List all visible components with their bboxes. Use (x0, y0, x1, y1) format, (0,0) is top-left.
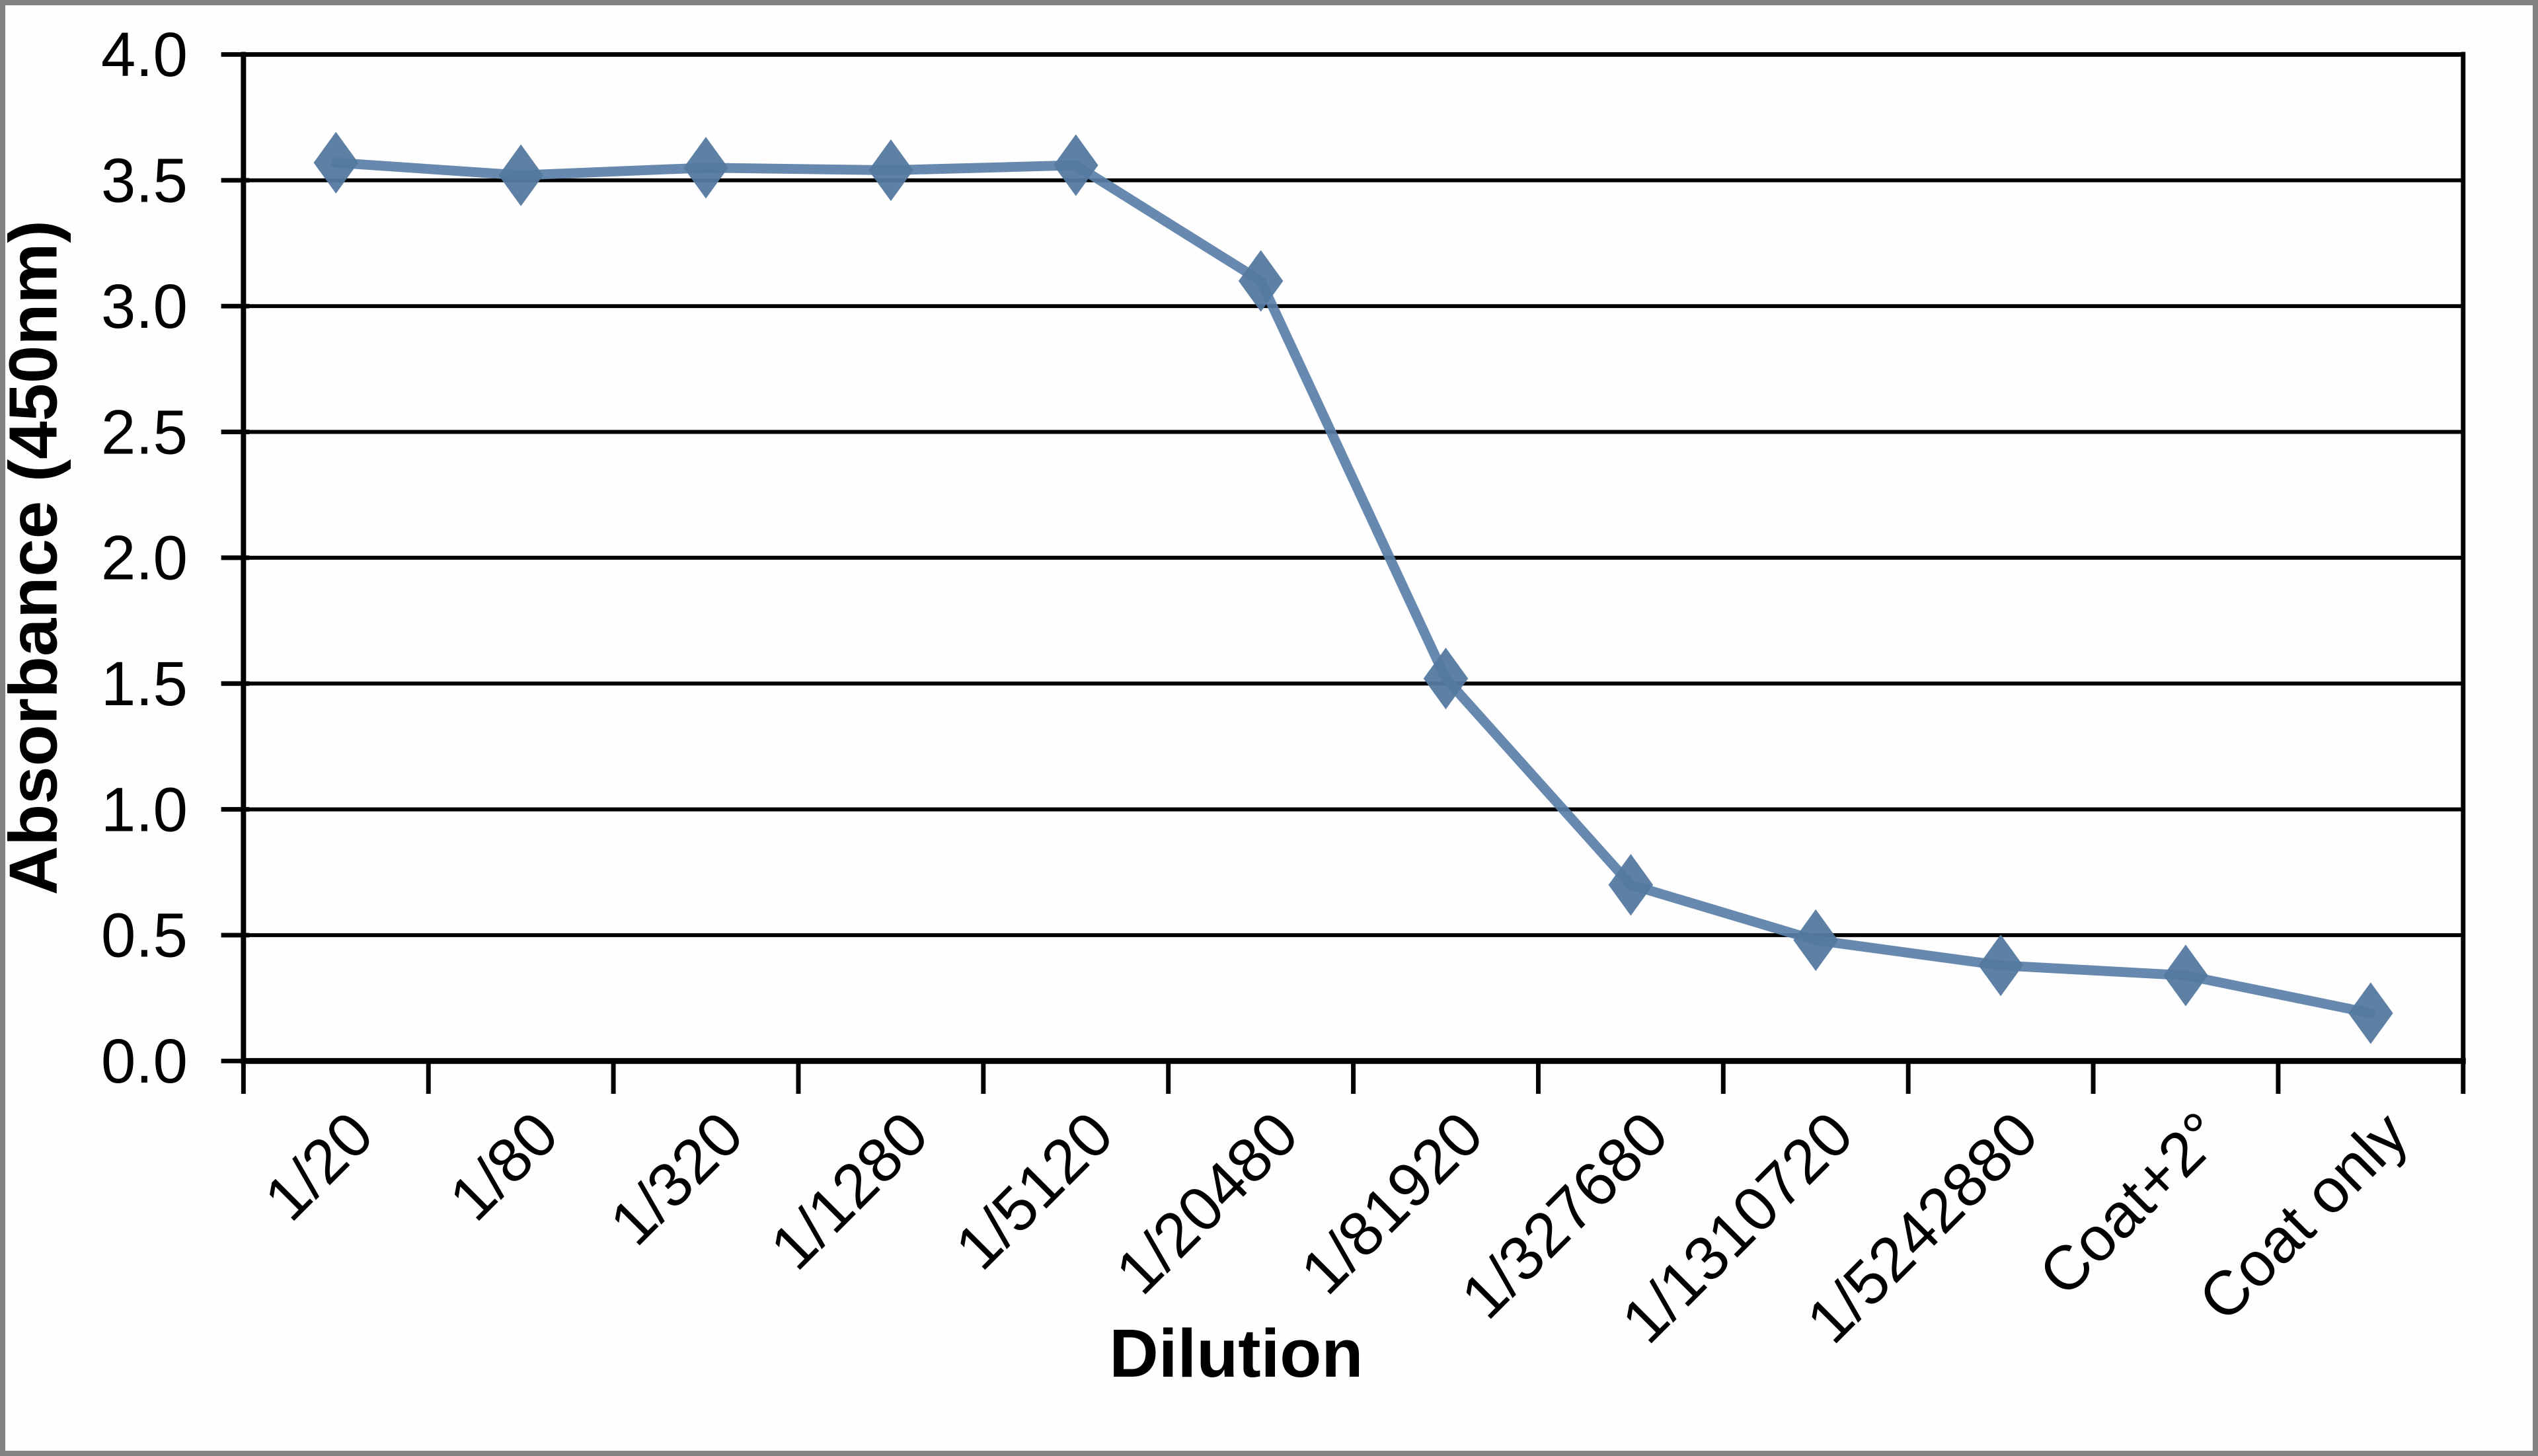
y-tick-label: 3.0 (101, 272, 188, 341)
data-point-marker (2348, 982, 2393, 1044)
data-point-marker (1978, 934, 2023, 997)
series-polyline (330, 157, 2376, 1018)
chart-svg: 0.0 0.5 1.0 1.5 2.0 2.5 3.0 3.5 4.0 1/20 1/80 1/320… (5, 20, 2466, 1391)
data-point-marker (498, 144, 543, 206)
series-layer (313, 132, 2393, 1044)
x-tick-label: 1/1280 (757, 1098, 941, 1282)
y-tick-label: 2.5 (101, 397, 188, 467)
x-tick-label: 1/320 (597, 1098, 756, 1258)
x-axis-title: Dilution (1109, 1315, 1363, 1391)
labels-layer: 0.0 0.5 1.0 1.5 2.0 2.5 3.0 3.5 4.0 1/20 1/80 1/320… (101, 20, 2421, 1356)
x-tick-label: 1/20480 (1102, 1098, 1311, 1307)
data-point-marker (2163, 944, 2208, 1007)
x-tick-label: 1/80 (436, 1098, 571, 1233)
data-point-marker (313, 132, 359, 194)
x-tick-label: 1/5120 (942, 1098, 1126, 1282)
ticks-layer (221, 52, 2466, 1094)
data-point-marker (683, 137, 728, 199)
y-tick-label: 4.0 (101, 20, 188, 89)
data-point-marker (1238, 250, 1284, 312)
data-point-marker (1608, 854, 1654, 916)
y-tick-label: 2.0 (101, 523, 188, 593)
y-tick-label: 1.0 (101, 775, 188, 844)
x-tick-label: 1/20 (251, 1098, 386, 1233)
y-tick-label: 0.0 (101, 1026, 188, 1096)
data-point-marker (868, 139, 913, 202)
data-point-marker (1054, 134, 1098, 196)
y-tick-label: 0.5 (101, 901, 188, 970)
y-tick-label: 3.5 (101, 146, 188, 215)
gridlines-layer (243, 52, 2463, 937)
data-point-marker (1793, 909, 1838, 972)
axes-layer (241, 52, 2466, 1064)
y-axis-title: Absorbance (450nm) (5, 220, 71, 895)
y-tick-label: 1.5 (101, 649, 188, 718)
